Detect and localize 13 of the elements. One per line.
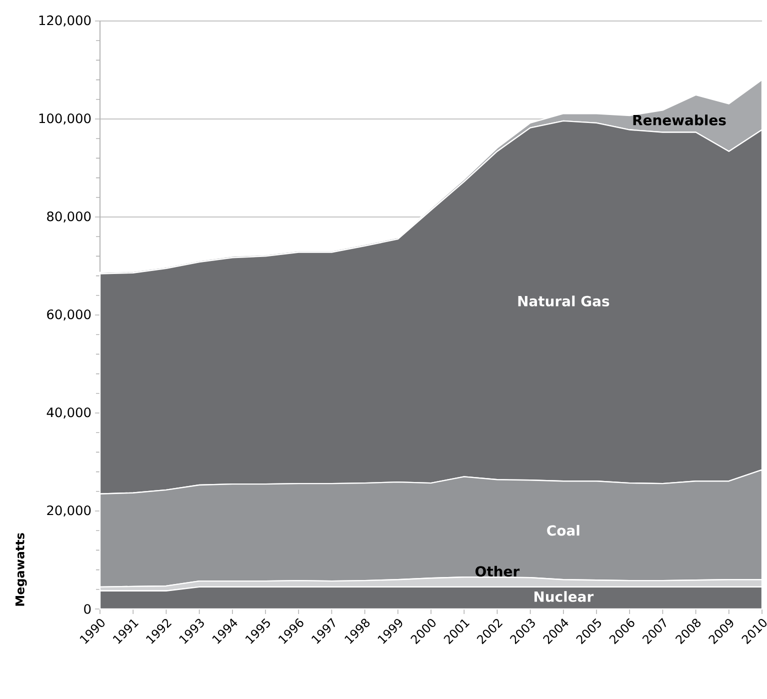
y-tick-label: 60,000 <box>47 309 91 321</box>
y-axis-title: Megawatts <box>16 533 27 606</box>
y-tick-label: 20,000 <box>47 505 91 517</box>
series-label: Natural Gas <box>518 296 610 306</box>
series-label: Nuclear <box>534 591 594 602</box>
series-label: Renewables <box>633 114 726 126</box>
y-tick-label: 120,000 <box>39 15 91 27</box>
series-label: Other <box>475 566 520 577</box>
y-tick-label: 0 <box>84 604 91 614</box>
series-label: Coal <box>547 524 580 536</box>
y-tick-label: 100,000 <box>39 113 91 125</box>
y-tick-label: 80,000 <box>47 211 91 223</box>
y-tick-label: 40,000 <box>46 407 91 419</box>
